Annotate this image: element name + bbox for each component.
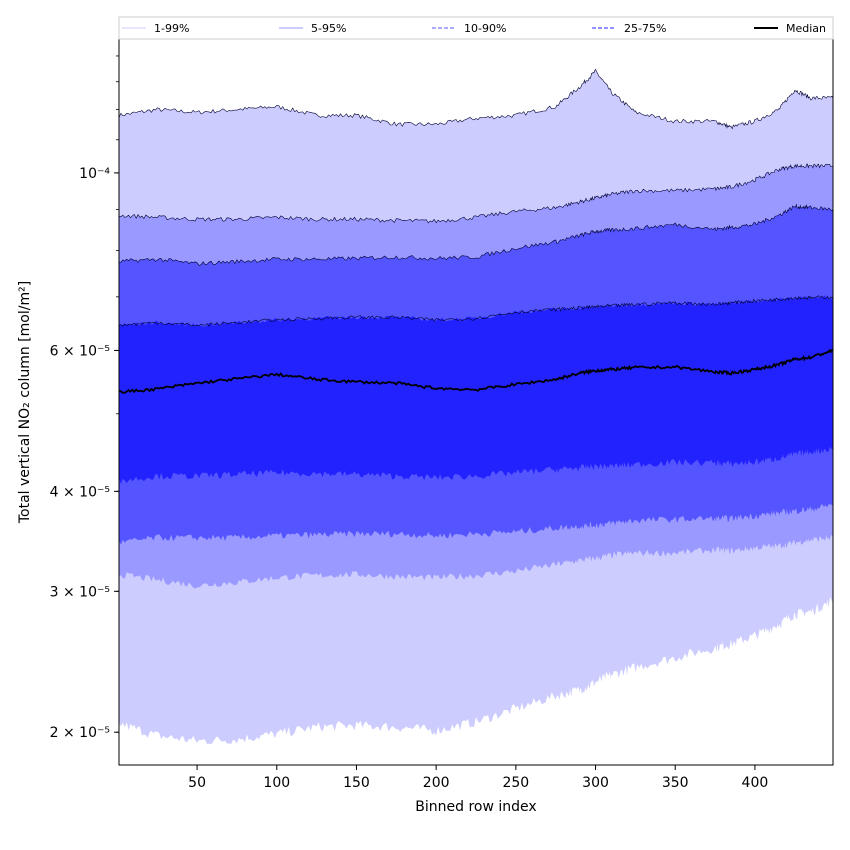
median-line bbox=[119, 348, 833, 394]
x-axis-label: Binned row index bbox=[415, 799, 536, 815]
legend-label-25-75%: 25-75% bbox=[624, 22, 666, 35]
legend-label-Median: Median bbox=[786, 22, 826, 35]
legend-frame bbox=[118, 16, 834, 40]
y-axis-label: Total vertical NO₂ column [mol/m²] bbox=[17, 281, 33, 524]
y-tick-label: 3 × 10⁻⁵ bbox=[50, 584, 110, 600]
median-layer bbox=[119, 348, 833, 394]
x-tick-label: 350 bbox=[662, 775, 689, 791]
x-tick-label: 400 bbox=[742, 775, 769, 791]
legend-label-5-95%: 5-95% bbox=[311, 22, 346, 35]
y-tick-label: 4 × 10⁻⁵ bbox=[50, 484, 110, 500]
y-tick-label: 6 × 10⁻⁵ bbox=[50, 343, 110, 359]
band-upper-edge-10-90% bbox=[119, 203, 833, 266]
legend: 1-99% 5-95% 10-90% 25-75% Median bbox=[118, 16, 834, 40]
band-upper-edge-5-95% bbox=[119, 163, 833, 224]
legend-label-10-90%: 10-90% bbox=[464, 22, 506, 35]
x-tick-label: 50 bbox=[188, 775, 206, 791]
y-tick-label: 10⁻⁴ bbox=[79, 166, 110, 182]
x-tick-label: 250 bbox=[502, 775, 529, 791]
x-tick-label: 150 bbox=[343, 775, 370, 791]
y-tick-label: 2 × 10⁻⁵ bbox=[50, 725, 110, 741]
band-upper-edge-25-75 bbox=[119, 295, 833, 327]
band-upper-edge-1-99% bbox=[119, 68, 833, 130]
x-tick-label: 200 bbox=[423, 775, 450, 791]
y-axis: 2 × 10⁻⁵ 3 × 10⁻⁵ 4 × 10⁻⁵ 6 × 10⁻⁵ 10⁻⁴ bbox=[50, 55, 119, 741]
percentile-bands bbox=[119, 69, 833, 745]
band-edge-lines bbox=[119, 68, 833, 327]
legend-label-1-99%: 1-99% bbox=[154, 22, 189, 35]
x-tick-label: 100 bbox=[263, 775, 290, 791]
x-axis: 50 100 150 200 250 300 350 400 bbox=[188, 765, 768, 791]
x-tick-label: 300 bbox=[582, 775, 609, 791]
